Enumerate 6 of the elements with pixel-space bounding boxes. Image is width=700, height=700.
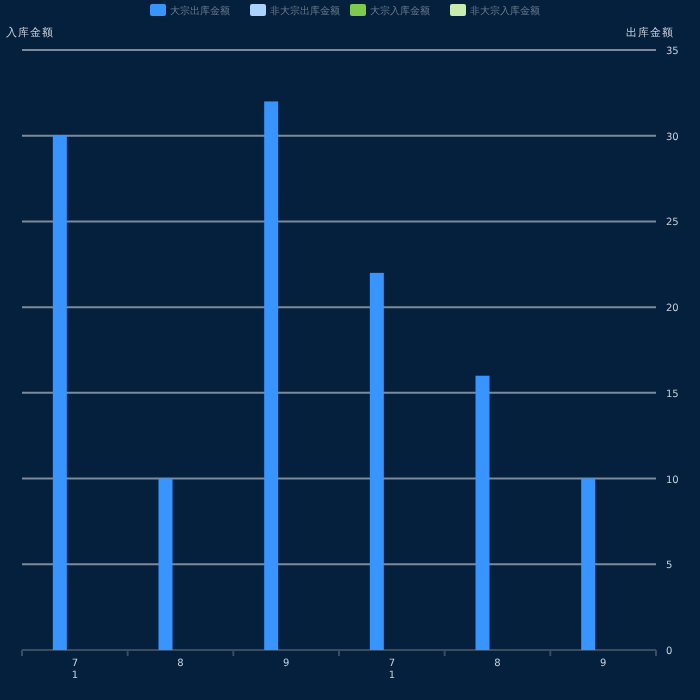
bar <box>475 375 490 650</box>
bar <box>158 478 173 650</box>
bar <box>52 135 67 650</box>
bar <box>264 101 279 650</box>
bar <box>581 478 596 650</box>
bar <box>369 272 384 650</box>
